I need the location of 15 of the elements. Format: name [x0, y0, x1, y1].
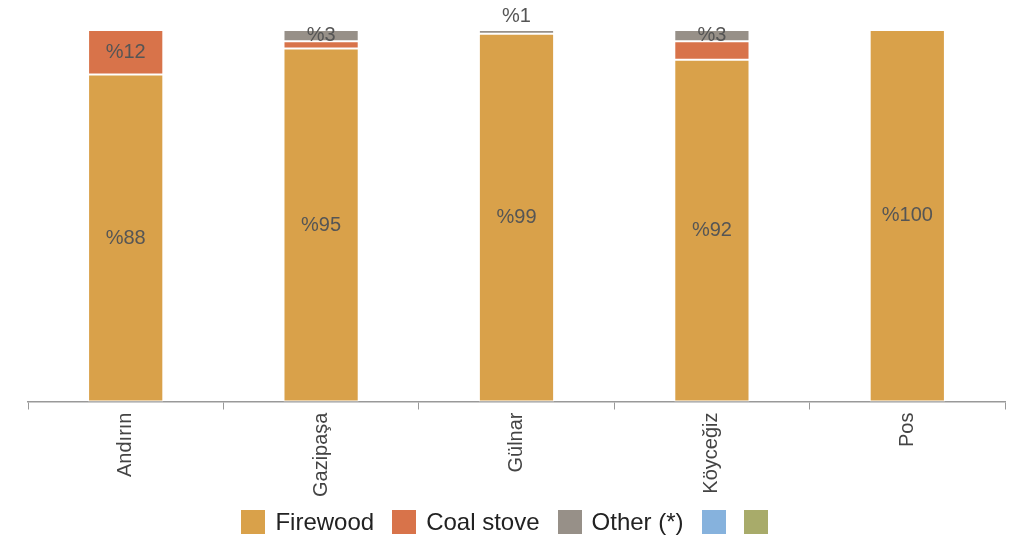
data-label: %1 [502, 3, 531, 26]
data-label: %12 [105, 39, 146, 62]
x-tick-label: Andırın [113, 412, 136, 477]
x-tick-label: Gülnar [504, 412, 527, 473]
legend-label: Other (*) [591, 508, 684, 536]
legend-label: Coal stove [426, 508, 540, 536]
x-tick-label: Gazipaşa [308, 411, 331, 498]
data-label: %88 [105, 225, 146, 248]
x-tick-label: Köyceğiz [699, 412, 722, 494]
data-label: %95 [301, 212, 342, 235]
x-tick-label: Pos [894, 412, 917, 447]
data-label: %92 [691, 218, 732, 241]
data-label: %100 [881, 203, 933, 226]
data-label: %99 [496, 205, 537, 228]
legend-label: Firewood [275, 508, 375, 536]
